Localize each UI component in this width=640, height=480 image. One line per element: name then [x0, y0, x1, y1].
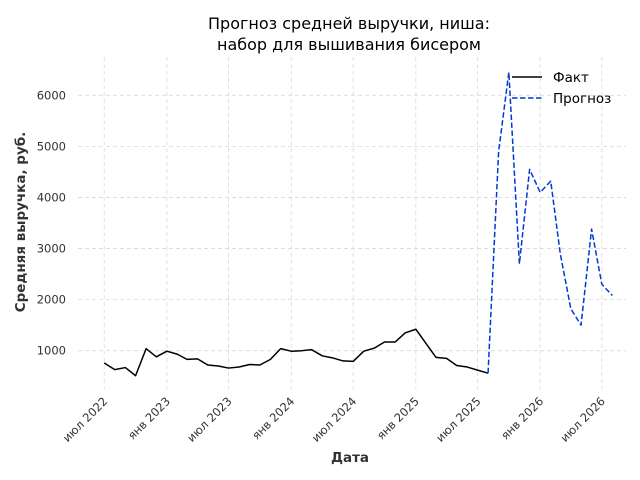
x-axis-label: Дата	[331, 450, 369, 466]
x-tick-label: июл 2022	[60, 394, 111, 445]
x-tick-label: янв 2025	[374, 394, 422, 442]
chart-title-line-2: набор для вышивания бисером	[217, 35, 481, 54]
y-axis-label: Средняя выручка, руб.	[13, 132, 29, 313]
y-axis-ticks: 1000 2000 3000 4000 5000 6000	[37, 88, 66, 357]
x-tick-label: янв 2023	[125, 394, 173, 442]
chart-title-line-1: Прогноз средней выручки, ниша:	[208, 14, 490, 33]
x-axis-ticks: июл 2022 янв 2023 июл 2023 янв 2024 июл 2024…	[60, 394, 608, 445]
y-tick-label: 3000	[37, 242, 66, 256]
x-tick-label: июл 2025	[433, 394, 484, 445]
legend: Факт Прогноз	[512, 70, 611, 107]
y-tick-label: 2000	[37, 293, 66, 307]
x-tick-label: янв 2024	[249, 394, 297, 442]
y-tick-label: 6000	[37, 88, 66, 102]
series-line-fact	[103, 328, 489, 377]
x-tick-label: июл 2024	[309, 394, 360, 445]
y-tick-label: 4000	[37, 190, 66, 204]
x-tick-label: июл 2023	[184, 394, 235, 445]
series-line-forecast	[487, 71, 613, 374]
series-lines	[103, 71, 613, 377]
legend-label-forecast: Прогноз	[553, 91, 611, 107]
x-tick-label: янв 2026	[498, 394, 546, 442]
grid	[78, 57, 626, 389]
x-tick-label: июл 2026	[557, 394, 608, 445]
y-tick-label: 1000	[37, 344, 66, 358]
y-tick-label: 5000	[37, 139, 66, 153]
legend-label-fact: Факт	[553, 70, 589, 86]
